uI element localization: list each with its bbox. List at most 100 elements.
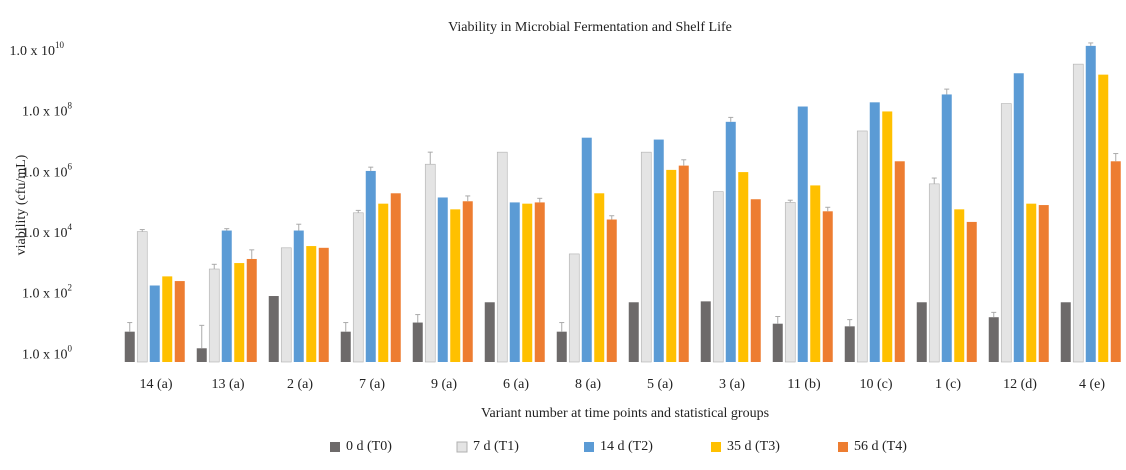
legend-label: 56 d (T4) [854,439,907,454]
bar [1110,161,1121,362]
y-axis-title: viability (cfu/mL) [14,154,29,255]
x-tick-label: 2 (a) [287,377,313,392]
bar [784,202,796,363]
bar [869,102,880,363]
legend-swatch [838,442,848,452]
bar [462,201,473,362]
x-tick-label: 7 (a) [359,377,385,392]
bar [1072,63,1084,363]
bar [280,247,292,363]
bar [1098,74,1109,362]
bar [437,197,448,362]
bar [1026,203,1037,362]
y-tick-exponent: 8 [68,101,73,111]
bar [988,317,999,362]
legend-label: 0 d (T0) [346,439,392,454]
y-tick-exponent: 0 [68,343,73,353]
y-tick-exponent: 2 [68,283,73,293]
bar [894,161,905,362]
y-tick-base: 1.0 x 10 [22,166,68,181]
bar [738,172,749,362]
y-tick-base: 1.0 x 10 [10,44,56,59]
bar [628,302,639,362]
bar [484,302,495,362]
y-tick-label: 1.0 x 108 [22,101,73,120]
bar [725,121,736,362]
bar [293,230,304,362]
bar [810,185,821,362]
legend-label: 35 d (T3) [727,439,780,454]
y-tick-base: 1.0 x 10 [22,347,68,362]
bar [941,94,952,362]
bar [352,212,364,363]
bar [149,285,160,362]
x-tick-label: 5 (a) [647,377,673,392]
bar [509,202,520,362]
bar [640,151,652,363]
chart-title: Viability in Microbial Fermentation and … [448,20,732,35]
y-tick-exponent: 4 [68,222,73,232]
bar [318,247,329,362]
bar [568,253,580,363]
bar [606,219,617,362]
bar [390,193,401,362]
y-tick-base: 1.0 x 10 [22,105,68,120]
bar [306,246,317,362]
x-tick-label: 3 (a) [719,377,745,392]
bar [844,326,855,362]
bar [534,202,545,362]
y-tick-base: 1.0 x 10 [22,287,68,302]
bar [1085,45,1096,362]
x-axis-title: Variant number at time points and statis… [481,406,769,421]
bar [797,106,808,362]
bar [234,263,245,362]
x-tick-label: 9 (a) [431,377,457,392]
bar [556,331,567,362]
y-tick-exponent: 6 [68,161,73,171]
bar [208,268,220,363]
x-tick-label: 11 (b) [787,377,821,392]
bar [916,302,927,362]
bar [822,211,833,362]
bar [450,209,461,362]
bar [966,221,977,362]
bar [496,151,508,363]
x-tick-label: 6 (a) [503,377,529,392]
x-tick-label: 14 (a) [139,377,172,392]
legend-swatch [330,442,340,452]
x-tick-label: 13 (a) [211,377,244,392]
bar [928,183,940,363]
bar [221,230,232,362]
legend-label: 7 d (T1) [473,439,519,454]
bar [412,322,423,362]
bar [162,276,173,362]
bar [1000,103,1012,363]
bar [653,139,664,362]
bar [750,199,761,362]
x-tick-label: 10 (c) [859,377,892,392]
bar [594,193,605,362]
legend-label: 14 d (T2) [600,439,653,454]
y-tick-label: 1.0 x 1010 [10,40,65,59]
x-tick-label: 12 (d) [1003,377,1037,392]
bar [124,331,135,362]
bar [1060,302,1071,362]
x-tick-label: 1 (c) [935,377,961,392]
bar [772,323,783,362]
y-tick-base: 1.0 x 10 [22,226,68,241]
bar [666,169,677,362]
bar [136,231,148,363]
y-tick-exponent: 10 [55,40,65,50]
bar [712,191,724,363]
y-tick-label: 1.0 x 102 [22,283,72,302]
bar [246,258,257,362]
bar [340,331,351,362]
bar [378,203,389,362]
bar [1038,205,1049,362]
bar [856,130,868,363]
bar [522,203,533,362]
bar [365,170,376,362]
bar [268,296,279,362]
